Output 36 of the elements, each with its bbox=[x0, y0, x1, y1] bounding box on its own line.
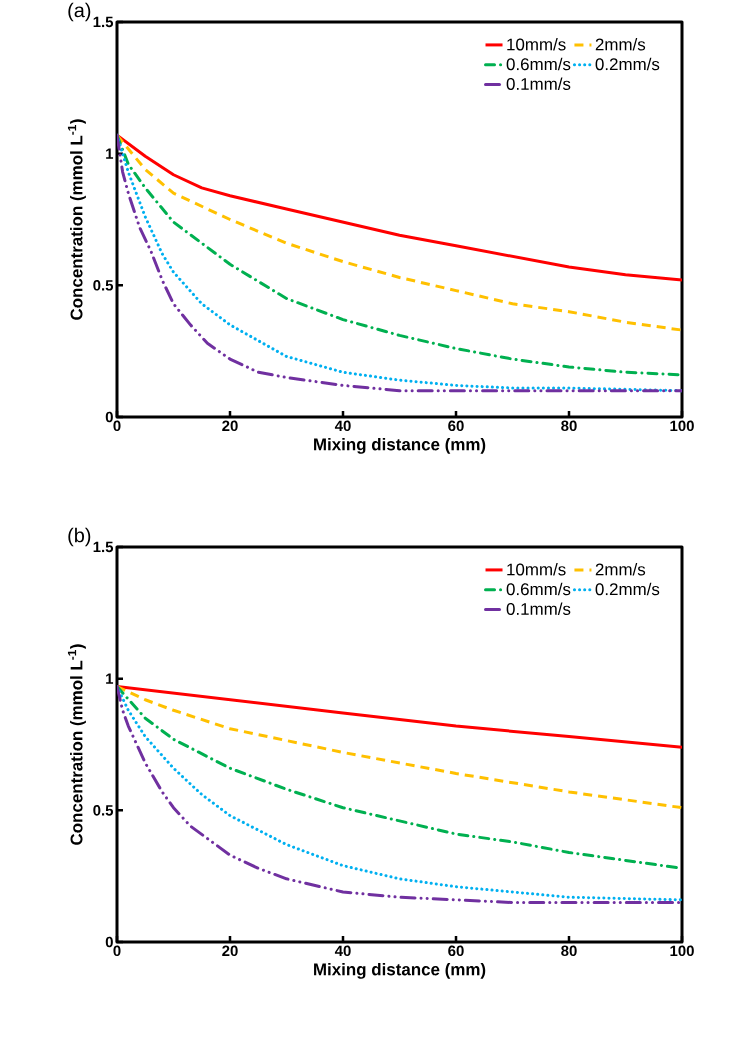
y-tick-label: 1.5 bbox=[93, 541, 114, 553]
x-tick-label: 100 bbox=[670, 420, 694, 432]
y-axis-title: Concentration (mmol L$^{-1}$) bbox=[67, 644, 86, 845]
x-tick-label: 100 bbox=[670, 945, 694, 957]
legend-label: 2mm/s bbox=[595, 38, 646, 51]
y-tick-label: 1 bbox=[106, 148, 114, 159]
x-tick-label: 60 bbox=[448, 945, 464, 957]
chart-title: (a) bbox=[68, 2, 91, 22]
chart-title: (b) bbox=[68, 527, 91, 547]
x-tick-label: 80 bbox=[561, 945, 577, 957]
legend-label: 0.1mm/s bbox=[506, 77, 571, 90]
x-axis-title: Mixing distance (mm) bbox=[314, 962, 486, 979]
legend-label: 2mm/s bbox=[595, 563, 646, 576]
x-tick-label: 40 bbox=[334, 420, 351, 432]
legend-label: 0.6mm/s bbox=[506, 582, 571, 596]
x-tick-label: 20 bbox=[222, 945, 238, 957]
line-series bbox=[117, 685, 682, 810]
x-axis-title: Mixing distance (mm) bbox=[314, 437, 486, 454]
y-tick-label: 1 bbox=[106, 673, 114, 684]
x-tick-label: 60 bbox=[448, 420, 464, 432]
legend-label: 0.6mm/s bbox=[506, 57, 571, 71]
y-axis-title: Concentration (mmol L$^{-1}$) bbox=[67, 119, 86, 320]
y-tick-label: 0.5 bbox=[93, 805, 114, 816]
y-tick-label: 0 bbox=[105, 411, 113, 423]
legend-label: 0.2mm/s bbox=[595, 57, 660, 71]
legend-label: 10mm/s bbox=[507, 38, 566, 51]
legend-label: 0.1mm/s bbox=[506, 602, 571, 615]
legend-label: 10mm/s bbox=[507, 563, 566, 576]
legend-label: 0.2mm/s bbox=[595, 582, 660, 596]
x-tick-label: 80 bbox=[561, 420, 577, 432]
y-tick-label: 1.5 bbox=[93, 16, 114, 28]
x-tick-label: 40 bbox=[334, 945, 351, 957]
y-tick-label: 0.5 bbox=[93, 280, 114, 291]
x-tick-label: 20 bbox=[222, 420, 238, 432]
y-tick-label: 0 bbox=[105, 936, 113, 948]
line-series bbox=[117, 133, 682, 332]
